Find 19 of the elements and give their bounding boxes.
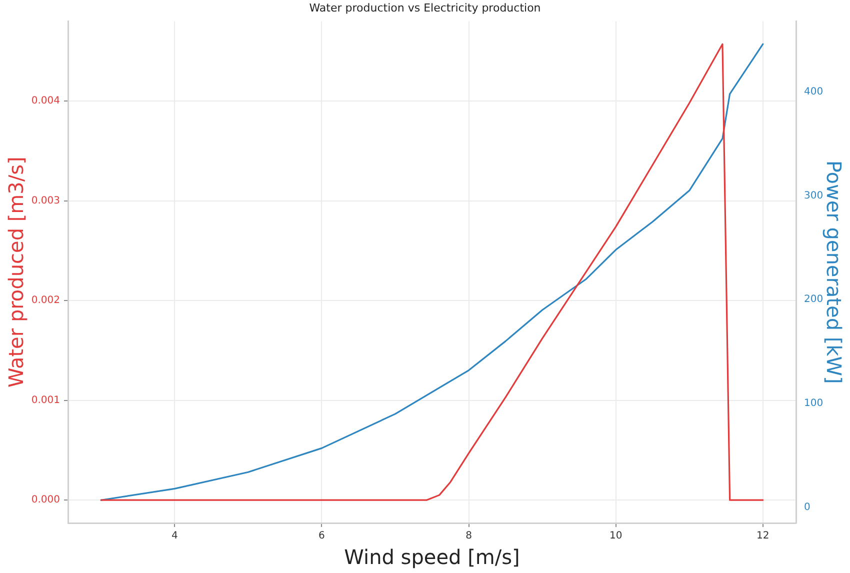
y2-axis-title: Power generated [kW]	[822, 160, 846, 384]
x-tick-label: 8	[466, 530, 472, 542]
y2-tick-label: 100	[804, 398, 824, 410]
y2-tick-label: 400	[804, 86, 824, 98]
x-axis-title: Wind speed [m/s]	[344, 545, 520, 570]
y2-tick-label: 0	[804, 502, 810, 514]
y-tick-label: 0.000	[31, 494, 60, 506]
x-tick-label: 12	[756, 530, 770, 542]
y-tick-label: 0.003	[31, 195, 60, 206]
chart-title: Water production vs Electricity production	[309, 1, 541, 14]
y-tick-label: 0.001	[31, 394, 60, 406]
y-axis-title: Water produced [m3/s]	[4, 156, 28, 388]
y2-tick-label: 300	[804, 190, 824, 202]
y-tick-label: 0.002	[31, 295, 60, 306]
x-tick-label: 6	[318, 530, 325, 542]
x-tick-label: 4	[171, 530, 178, 542]
y2-tick-label: 200	[804, 294, 824, 306]
y-tick-label: 0.004	[31, 96, 60, 107]
x-tick-label: 10	[609, 530, 622, 542]
